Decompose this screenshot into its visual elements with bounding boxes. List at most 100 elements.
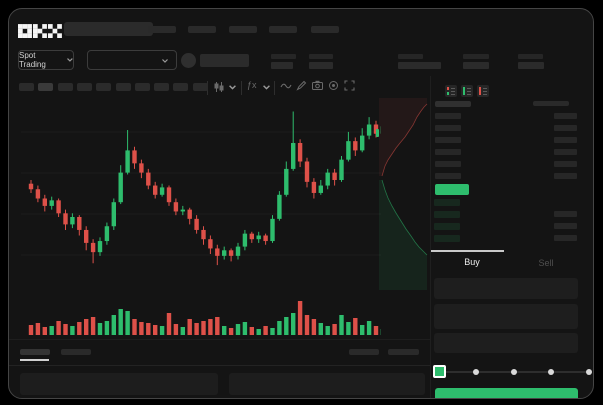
slider-handle[interactable] <box>433 365 446 378</box>
candle-body <box>187 209 192 219</box>
volume-bar <box>180 327 185 335</box>
bid-price-placeholder[interactable] <box>434 235 460 242</box>
buy-tab[interactable]: Buy <box>464 257 480 267</box>
volume-bar <box>111 315 116 335</box>
chevron-down-icon[interactable] <box>229 85 236 90</box>
bid-price-placeholder[interactable] <box>434 223 460 230</box>
slider-stop[interactable] <box>548 369 555 375</box>
ask-price-placeholder[interactable] <box>435 137 461 143</box>
nav-item[interactable] <box>188 26 216 33</box>
ask-amount-placeholder[interactable] <box>554 113 577 119</box>
camera-icon[interactable] <box>312 80 323 90</box>
ask-price-placeholder[interactable] <box>435 113 461 119</box>
search-input[interactable] <box>64 22 153 36</box>
slider-stop[interactable] <box>472 369 479 375</box>
candle-body <box>277 194 282 219</box>
bottom-action-placeholder[interactable] <box>388 349 419 355</box>
orderbook-view-asks-only[interactable] <box>477 85 489 97</box>
timeframe-pill[interactable] <box>192 83 208 91</box>
candle-body <box>242 233 248 247</box>
timeframe-pill[interactable] <box>173 83 189 91</box>
bottom-tab-active[interactable] <box>20 349 50 355</box>
slider-stop[interactable] <box>510 369 517 375</box>
timeframe-pill[interactable] <box>19 83 34 91</box>
buy-submit-button[interactable] <box>435 388 578 398</box>
volume-bar <box>353 318 358 335</box>
price-input[interactable] <box>434 278 578 299</box>
draw-pencil-icon[interactable] <box>296 80 307 91</box>
candle-body <box>201 229 206 240</box>
candle-body <box>104 226 110 242</box>
volume-bar <box>242 322 248 335</box>
ask-amount-placeholder[interactable] <box>554 161 577 167</box>
pair-dropdown[interactable] <box>87 50 177 70</box>
bottom-tab[interactable] <box>61 349 91 355</box>
volume-bar <box>77 322 82 335</box>
volume-bar <box>291 313 296 335</box>
volume-bar <box>318 323 323 335</box>
volume-bar <box>97 323 103 335</box>
fullscreen-icon[interactable] <box>344 80 355 91</box>
ask-price-placeholder[interactable] <box>435 125 461 131</box>
volume-bar <box>235 324 241 335</box>
amount-input[interactable] <box>434 304 578 329</box>
orderbook-view-both[interactable] <box>445 85 457 97</box>
timeframe-pill[interactable] <box>57 83 73 91</box>
volume-bar <box>49 326 54 335</box>
timeframe-pill[interactable] <box>38 83 54 91</box>
bid-amount-placeholder[interactable] <box>554 211 577 217</box>
stat-label-placeholder <box>271 54 296 59</box>
volume-bar <box>70 326 75 335</box>
timeframe-pill[interactable] <box>96 83 112 91</box>
bottom-action-placeholder[interactable] <box>349 349 379 355</box>
total-input[interactable] <box>434 333 578 353</box>
ask-price-placeholder[interactable] <box>435 161 461 167</box>
nav-item[interactable] <box>269 26 297 33</box>
line-tool-icon[interactable] <box>280 81 292 91</box>
last-price-badge[interactable] <box>435 184 469 195</box>
nav-item[interactable] <box>229 26 257 33</box>
volume-bar <box>263 326 268 335</box>
active-tab-underline <box>20 359 49 361</box>
sell-tab[interactable]: Sell <box>538 258 554 268</box>
timeframe-pill[interactable] <box>76 83 92 91</box>
ask-amount-placeholder[interactable] <box>554 137 577 143</box>
candle-body <box>77 217 82 230</box>
market-type-label: Spot Trading <box>19 51 46 69</box>
timeframe-pill[interactable] <box>154 83 170 91</box>
candle-body <box>270 218 275 242</box>
volume-bar <box>153 325 158 335</box>
volume-bar <box>277 321 282 335</box>
bid-amount-placeholder[interactable] <box>554 223 577 229</box>
slider-stop[interactable] <box>586 369 592 375</box>
ask-price-placeholder[interactable] <box>435 149 461 155</box>
candle-body <box>111 202 116 227</box>
volume-bar <box>90 317 96 335</box>
ask-amount-placeholder[interactable] <box>554 149 577 155</box>
settings-gear-icon[interactable] <box>328 80 339 91</box>
timeframe-pill[interactable] <box>115 83 131 91</box>
timeframe-pill[interactable] <box>134 83 150 91</box>
bid-amount-placeholder[interactable] <box>554 235 577 241</box>
volume-bar <box>332 324 337 335</box>
nav-item[interactable] <box>148 26 176 33</box>
nav-item[interactable] <box>311 26 339 33</box>
chart-type-icon[interactable] <box>213 81 225 93</box>
chevron-down-icon[interactable] <box>263 85 270 90</box>
okx-logo[interactable] <box>18 24 62 38</box>
orderbook-layout-icon <box>447 87 455 95</box>
candle-body <box>118 172 123 203</box>
orderbook-layout-icon <box>479 87 487 95</box>
ask-amount-placeholder[interactable] <box>554 125 577 131</box>
market-type-dropdown[interactable]: Spot Trading <box>18 50 74 70</box>
candlestick-chart[interactable] <box>21 99 381 295</box>
divider <box>241 81 242 95</box>
ask-amount-placeholder[interactable] <box>554 173 577 179</box>
ask-price-placeholder[interactable] <box>435 173 461 179</box>
bid-price-placeholder[interactable] <box>434 211 460 218</box>
stat-value-placeholder <box>463 62 489 69</box>
bid-price-placeholder[interactable] <box>434 199 460 206</box>
orderbook-view-bids-only[interactable] <box>461 85 473 97</box>
indicators-icon[interactable]: ƒx <box>247 80 257 90</box>
candle-body <box>42 198 47 206</box>
